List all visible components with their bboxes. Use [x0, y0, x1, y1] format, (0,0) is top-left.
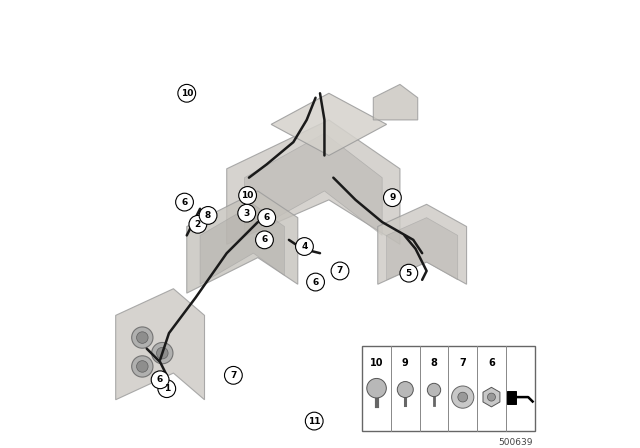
Text: 10: 10 [370, 358, 383, 368]
Circle shape [157, 347, 168, 359]
Text: 9: 9 [402, 358, 409, 368]
Text: 7: 7 [460, 358, 466, 368]
Circle shape [151, 371, 169, 389]
Circle shape [136, 332, 148, 343]
Circle shape [488, 393, 495, 401]
Circle shape [199, 207, 217, 224]
Text: 6: 6 [181, 198, 188, 207]
Circle shape [397, 382, 413, 397]
Circle shape [175, 193, 193, 211]
Circle shape [296, 237, 314, 255]
Circle shape [158, 380, 175, 397]
Text: 6: 6 [261, 235, 268, 244]
Text: 3: 3 [244, 209, 250, 218]
Text: 2: 2 [195, 220, 201, 229]
Polygon shape [116, 289, 205, 400]
Polygon shape [483, 388, 500, 407]
Circle shape [178, 84, 196, 102]
Text: 6: 6 [264, 213, 270, 222]
Text: 9: 9 [389, 193, 396, 202]
Circle shape [367, 379, 387, 398]
Circle shape [189, 215, 207, 233]
Circle shape [452, 386, 474, 408]
Text: 10: 10 [180, 89, 193, 98]
Circle shape [307, 273, 324, 291]
Circle shape [428, 383, 441, 396]
Circle shape [132, 327, 153, 348]
Circle shape [238, 204, 255, 222]
Text: 8: 8 [205, 211, 211, 220]
Circle shape [255, 231, 273, 249]
Bar [362, 346, 534, 431]
Text: 7: 7 [230, 371, 237, 380]
Circle shape [458, 392, 468, 402]
Text: 6: 6 [488, 358, 495, 368]
Polygon shape [387, 218, 458, 280]
Bar [507, 391, 516, 404]
Polygon shape [378, 204, 467, 284]
Polygon shape [200, 204, 284, 284]
Text: 10: 10 [241, 191, 254, 200]
Polygon shape [373, 84, 418, 120]
Text: 7: 7 [337, 267, 343, 276]
Text: 1: 1 [164, 384, 170, 393]
Text: 500639: 500639 [498, 438, 532, 447]
Text: 5: 5 [406, 269, 412, 278]
Text: 11: 11 [308, 417, 321, 426]
Circle shape [400, 264, 418, 282]
Circle shape [258, 209, 276, 227]
Text: 6: 6 [157, 375, 163, 384]
Polygon shape [244, 133, 382, 235]
Text: 8: 8 [431, 358, 438, 368]
Circle shape [225, 366, 243, 384]
Circle shape [132, 356, 153, 377]
Circle shape [136, 361, 148, 372]
Circle shape [152, 342, 173, 364]
Polygon shape [271, 93, 387, 155]
Circle shape [383, 189, 401, 207]
Text: 4: 4 [301, 242, 308, 251]
Circle shape [331, 262, 349, 280]
Circle shape [305, 412, 323, 430]
Polygon shape [187, 191, 298, 293]
Polygon shape [227, 120, 400, 244]
Text: 6: 6 [312, 278, 319, 287]
Circle shape [239, 186, 257, 204]
